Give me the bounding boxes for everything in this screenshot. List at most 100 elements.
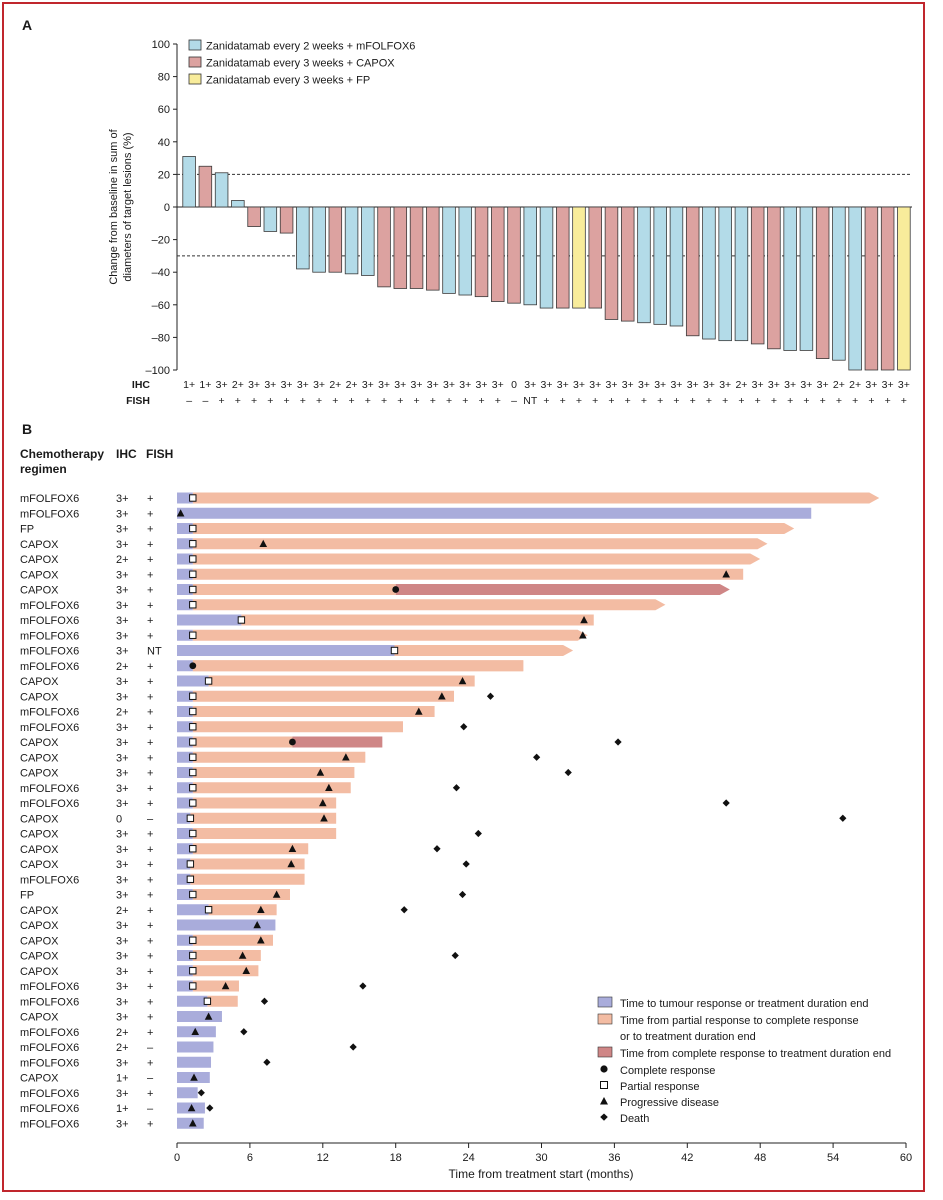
y-tick-label: –100: [146, 365, 170, 377]
legend-label: Time to tumour response or treatment dur…: [620, 998, 868, 1010]
fish-value: +: [478, 395, 484, 407]
blue-segment: [177, 675, 209, 687]
patient-regimen: CAPOX: [20, 1073, 59, 1085]
peach-segment: [192, 736, 293, 748]
fish-value: –: [202, 395, 208, 407]
progressive-disease-marker: [342, 753, 350, 761]
x-tick-label: 54: [827, 1152, 839, 1164]
partial-response-marker: [189, 707, 197, 716]
fish-value: +: [300, 395, 306, 407]
y-tick-label: –80: [152, 332, 170, 344]
patient-regimen: mFOLFOX6: [20, 646, 79, 658]
x-tick-label: 0: [174, 1152, 180, 1164]
partial-response-marker: [189, 570, 197, 578]
patient-ihc: 3+: [116, 1088, 129, 1100]
patient-fish: +: [147, 707, 153, 719]
partial-response-marker: [189, 601, 197, 609]
waterfall-bar: [556, 206, 570, 309]
peach-segment: [192, 599, 666, 611]
patient-regimen: mFOLFOX6: [20, 1088, 79, 1100]
ihc-value: 3+: [541, 379, 553, 391]
fish-value: +: [738, 395, 744, 407]
waterfall-bar: [409, 206, 424, 289]
peach-segment: [207, 995, 238, 1007]
waterfall-bar: [783, 206, 797, 351]
fish-value: +: [836, 395, 842, 407]
waterfall-bar: [620, 206, 635, 322]
blue-segment: [177, 751, 193, 763]
waterfall-bar: [182, 156, 196, 208]
waterfall-bar: [767, 206, 781, 350]
patient-fish: +: [147, 874, 153, 886]
waterfall-bar: [263, 206, 278, 232]
legend-label: Zanidatamab every 3 weeks + FP: [206, 75, 370, 87]
legend-label: Time from partial response to complete r…: [620, 1015, 859, 1027]
waterfall-bar: [214, 172, 229, 208]
x-tick-label: 6: [247, 1152, 253, 1164]
ihc-value: 1+: [183, 379, 195, 391]
patient-ihc: 3+: [116, 859, 129, 871]
waterfall-bar: [604, 206, 619, 320]
ihc-value: 3+: [557, 379, 569, 391]
fish-value: +: [820, 395, 826, 407]
blue-segment: [177, 629, 193, 641]
x-tick-label: 12: [317, 1152, 329, 1164]
fish-value: +: [381, 395, 387, 407]
fish-value: +: [543, 395, 549, 407]
waterfall-bar: [344, 206, 359, 275]
x-tick-label: 42: [681, 1152, 693, 1164]
ihc-value: 3+: [817, 379, 829, 391]
patient-ihc: 2+: [116, 905, 129, 917]
patient-fish: +: [147, 600, 153, 612]
fish-value: +: [901, 395, 907, 407]
progressive-disease-marker: [325, 783, 333, 791]
patient-regimen: mFOLFOX6: [20, 600, 79, 612]
blue-segment: [177, 1117, 204, 1129]
patient-regimen: CAPOX: [20, 935, 59, 947]
patient-ihc: 3+: [116, 981, 129, 993]
blue-segment: [177, 614, 242, 626]
fish-value: +: [722, 395, 728, 407]
peach-segment: [192, 706, 435, 717]
blue-segment: [177, 507, 812, 519]
partial-response-marker: [189, 784, 197, 792]
blue-segment: [177, 721, 193, 733]
patient-regimen: CAPOX: [20, 676, 59, 688]
patient-fish: +: [147, 554, 153, 566]
patient-ihc: 1+: [116, 1103, 129, 1115]
ihc-value: 3+: [248, 379, 260, 391]
patient-fish: +: [147, 508, 153, 520]
complete-response-marker: [289, 738, 296, 746]
fish-value: +: [576, 395, 582, 407]
progressive-disease-marker: [259, 539, 268, 547]
waterfall-bar: [669, 206, 684, 327]
blue-segment: [177, 1056, 212, 1068]
peach-segment: [208, 675, 475, 687]
patient-regimen: mFOLFOX6: [20, 1118, 79, 1130]
peach-segment: [190, 858, 305, 870]
progressive-disease-marker: [191, 1027, 200, 1035]
waterfall-bar: [377, 206, 391, 288]
patient-ihc: 3+: [116, 646, 129, 658]
legend-label: Zanidatamab every 2 weeks + mFOLFOX6: [206, 41, 415, 53]
blue-segment: [177, 1011, 222, 1022]
patient-fish: +: [147, 539, 153, 551]
death-marker: [451, 951, 459, 960]
patient-regimen: CAPOX: [20, 752, 59, 764]
patient-regimen: mFOLFOX6: [20, 798, 79, 810]
patient-fish: +: [147, 1118, 153, 1130]
patient-fish: NT: [147, 646, 162, 658]
patient-ihc: 3+: [116, 920, 129, 932]
legend-label: Zanidatamab every 3 weeks + CAPOX: [206, 58, 395, 70]
patient-fish: +: [147, 722, 153, 734]
panel-b-label: B: [22, 421, 32, 437]
death-marker: [458, 890, 467, 899]
y-tick-label: 0: [164, 202, 170, 214]
patient-fish: –: [147, 1073, 154, 1085]
patient-fish: +: [147, 844, 153, 856]
patient-fish: +: [147, 615, 153, 627]
progressive-disease-marker: [579, 631, 587, 639]
peach-segment: [190, 812, 337, 824]
fish-value: +: [446, 395, 452, 407]
